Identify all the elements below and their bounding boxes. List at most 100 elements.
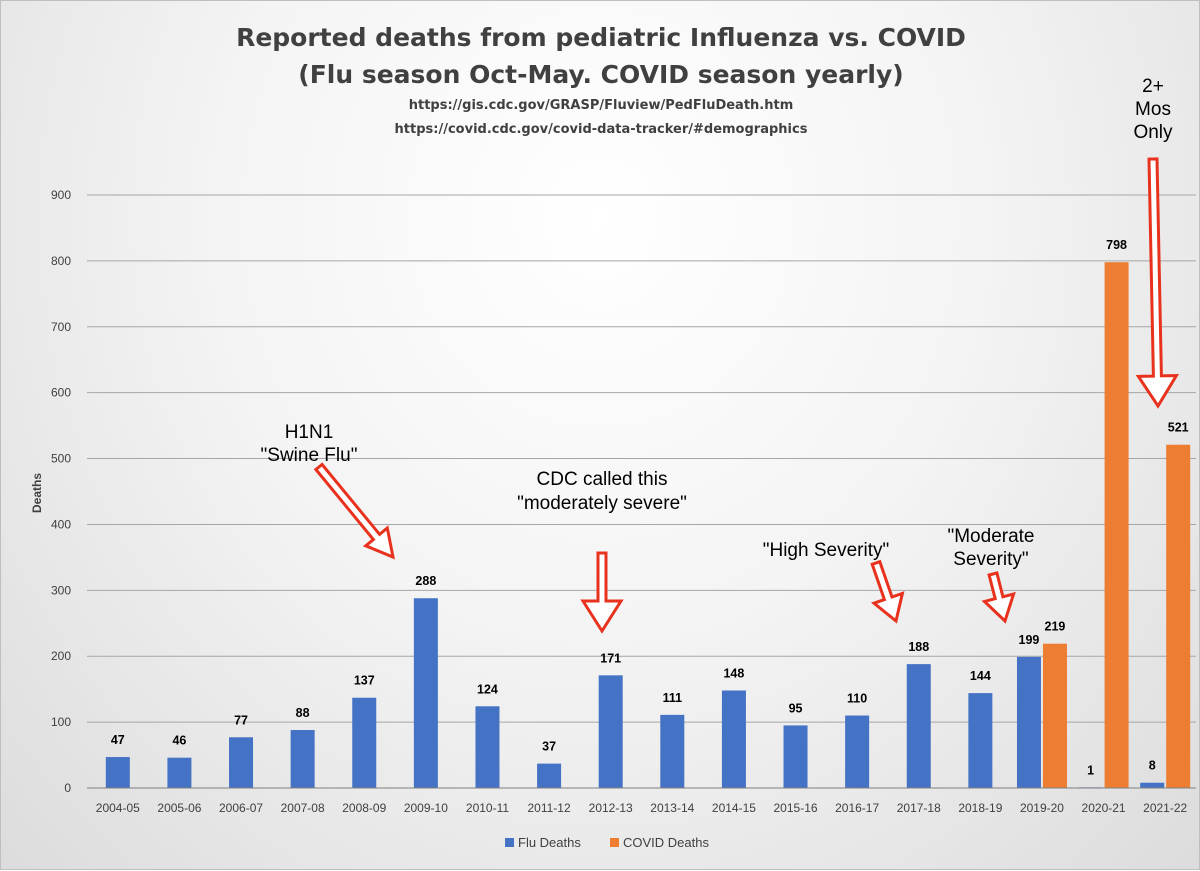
annotation-2-line-1: CDC called this (537, 469, 668, 490)
covid-bar-2020-21 (1104, 262, 1129, 788)
flu-bar-2017-18 (906, 664, 931, 788)
x-tick-label-2009-10: 2009-10 (404, 801, 448, 815)
flu-label-2013-14: 111 (663, 691, 683, 705)
legend-swatch-flu (505, 838, 514, 847)
flu-bar-2010-11 (475, 706, 500, 788)
data-labels: 47 46 77 88 137 288 124 37 171 111 148 95 110 188 144 1… (111, 238, 1189, 777)
arrow-moderately-severe (580, 551, 624, 634)
y-axis-ticks: 0 100 200 300 400 500 600 700 800 900 (51, 188, 71, 795)
flu-bar-2006-07 (229, 737, 254, 788)
x-tick-label-2014-15: 2014-15 (712, 801, 756, 815)
arrow-2-mos-only (1135, 157, 1180, 409)
flu-bar-2007-08 (290, 730, 315, 788)
x-tick-label-2012-13: 2012-13 (589, 801, 633, 815)
y-tick-label-900: 900 (51, 188, 71, 202)
flu-bar-2008-09 (352, 697, 377, 788)
flu-bar-2011-12 (537, 763, 562, 788)
x-tick-label-2008-09: 2008-09 (342, 801, 386, 815)
flu-label-2010-11: 124 (477, 682, 498, 696)
flu-label-2020-21: 1 (1087, 763, 1094, 777)
flu-label-2021-22: 8 (1149, 759, 1156, 773)
flu-label-2011-12: 37 (542, 740, 556, 754)
covid-bar-2019-20 (1042, 643, 1067, 788)
arrow-h1n1 (313, 462, 396, 560)
flu-label-2007-08: 88 (296, 706, 310, 720)
flu-label-2006-07: 77 (234, 713, 248, 727)
gridlines (87, 194, 1196, 723)
annotation-4-line-2: Severity" (953, 549, 1028, 570)
x-tick-label-2017-18: 2017-18 (897, 801, 941, 815)
annotation-3-line-1: "High Severity" (763, 540, 889, 561)
flu-label-2012-13: 171 (600, 651, 621, 665)
flu-label-2016-17: 110 (847, 692, 867, 706)
annotation-4-line-1: "Moderate (947, 526, 1034, 547)
covid-label-2019-20: 219 (1045, 620, 1066, 634)
chart-title-block: Reported deaths from pediatric Influenza… (236, 23, 966, 137)
flu-bar-2009-10 (413, 598, 438, 788)
x-tick-label-2020-21: 2020-21 (1082, 801, 1126, 815)
flu-bar-2013-14 (660, 714, 685, 788)
flu-bar-2014-15 (721, 690, 746, 788)
y-tick-label-700: 700 (51, 320, 71, 334)
arrow-moderate-severity (981, 571, 1016, 624)
flu-bar-2019-20 (1016, 656, 1041, 788)
flu-label-2004-05: 47 (111, 733, 125, 747)
annotation-5-line-1: 2+ (1142, 76, 1164, 97)
y-tick-label-400: 400 (51, 517, 71, 531)
x-axis-ticks: 2004-05 2005-06 2006-07 2007-08 2008-09 2009-… (96, 801, 1188, 815)
bars (105, 262, 1191, 788)
x-tick-label-2005-06: 2005-06 (157, 801, 201, 815)
y-tick-label-0: 0 (64, 781, 71, 795)
covid-bar-2021-22 (1166, 444, 1191, 788)
x-tick-label-2006-07: 2006-07 (219, 801, 263, 815)
x-tick-label-2019-20: 2019-20 (1020, 801, 1064, 815)
covid-label-2020-21: 798 (1106, 238, 1127, 252)
flu-label-2015-16: 95 (789, 701, 803, 715)
flu-label-2014-15: 148 (723, 666, 744, 680)
flu-label-2009-10: 288 (415, 574, 436, 588)
annotation-2-line-2: "moderately severe" (517, 493, 687, 514)
source-url-covid: https://covid.cdc.gov/covid-data-tracker… (395, 122, 808, 137)
arrow-high-severity (870, 559, 905, 624)
x-tick-label-2007-08: 2007-08 (281, 801, 325, 815)
x-tick-label-2013-14: 2013-14 (650, 801, 694, 815)
flu-label-2008-09: 137 (354, 674, 375, 688)
y-tick-label-100: 100 (51, 715, 71, 729)
flu-label-2019-20: 199 (1019, 633, 1040, 647)
flu-bar-2015-16 (783, 725, 808, 788)
covid-label-2021-22: 521 (1168, 421, 1189, 435)
flu-bar-2012-13 (598, 675, 623, 788)
flu-label-2005-06: 46 (172, 734, 186, 748)
flu-label-2018-19: 144 (970, 669, 991, 683)
y-axis-label: Deaths (30, 473, 44, 513)
chart-subtitle: (Flu season Oct-May. COVID season yearly… (298, 60, 903, 89)
y-tick-label-500: 500 (51, 452, 71, 466)
flu-bar-2016-17 (845, 715, 870, 788)
y-tick-label-800: 800 (51, 254, 71, 268)
x-tick-label-2015-16: 2015-16 (774, 801, 818, 815)
source-url-flu: https://gis.cdc.gov/GRASP/Fluview/PedFlu… (409, 98, 794, 113)
legend-label-covid: COVID Deaths (623, 835, 709, 850)
legend: Flu Deaths COVID Deaths (505, 835, 709, 850)
chart-title: Reported deaths from pediatric Influenza… (236, 23, 966, 52)
y-tick-label-300: 300 (51, 583, 71, 597)
flu-bar-2004-05 (105, 757, 130, 788)
x-tick-label-2010-11: 2010-11 (466, 801, 509, 815)
y-tick-label-200: 200 (51, 649, 71, 663)
annotation-5-line-2: Mos (1135, 99, 1171, 120)
legend-swatch-covid (610, 838, 619, 847)
annotation-1-line-2: "Swine Flu" (261, 445, 358, 466)
annotations: H1N1"Swine Flu" CDC called this "moderatel… (261, 76, 1180, 634)
x-tick-label-2016-17: 2016-17 (835, 801, 879, 815)
flu-bar-2021-22 (1140, 782, 1165, 788)
legend-label-flu: Flu Deaths (518, 835, 581, 850)
x-tick-label-2004-05: 2004-05 (96, 801, 140, 815)
x-tick-label-2018-19: 2018-19 (958, 801, 1002, 815)
flu-bar-2018-19 (968, 693, 993, 788)
annotation-1-line-1: H1N1 (285, 422, 334, 443)
flu-label-2017-18: 188 (908, 640, 929, 654)
x-tick-label-2021-22: 2021-22 (1143, 801, 1187, 815)
y-tick-label-600: 600 (51, 386, 71, 400)
